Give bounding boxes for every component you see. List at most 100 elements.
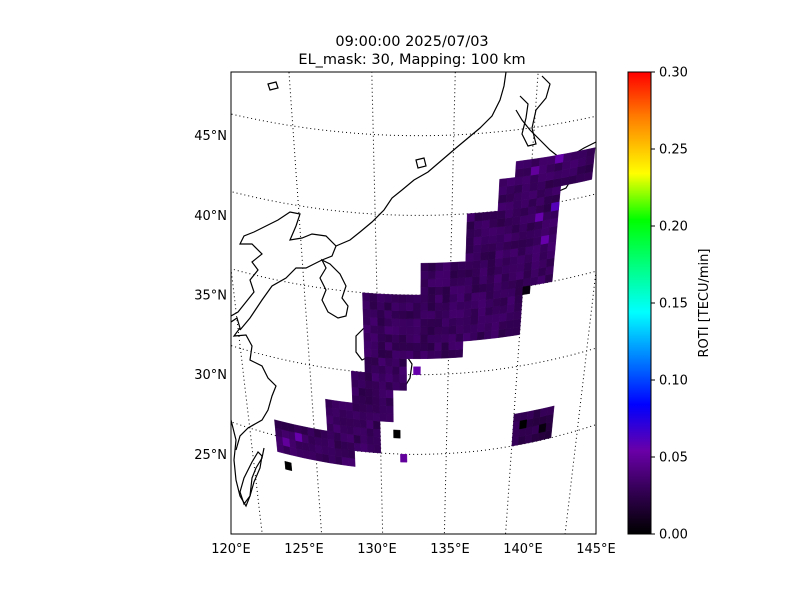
roti-cell [481,219,491,229]
roti-cell [534,212,544,223]
roti-cell [413,310,421,320]
roti-cell [413,318,421,328]
roti-cell [435,286,444,296]
roti-cell [328,446,336,457]
roti-cell [339,408,347,419]
roti-cell [386,413,394,423]
roti-cell [464,276,473,286]
roti-cell [427,334,436,344]
roti-cell [507,295,516,306]
roti-cell [434,310,443,319]
roti-cell [434,334,443,343]
latitude-tick-label: 40°N [194,209,227,224]
roti-cell [371,356,379,366]
colorbar-label: ROTI [TECU/min] [697,249,712,358]
roti-cell [463,308,472,318]
roti-cell [480,243,490,253]
roti-cell [543,195,553,205]
roti-cell [350,370,359,380]
roti-cell [384,293,392,303]
roti-cell [363,348,372,358]
roti-cell [464,292,473,302]
colorbar-ticks: 0.00 0.05 0.10 0.15 0.20 0.25 0.30 [651,66,688,543]
roti-cell [498,186,508,196]
roti-cell [578,149,588,160]
roti-cell [469,331,478,341]
roti-cell [503,232,513,243]
roti-cell [441,317,450,327]
roti-cell [371,348,379,358]
roti-cell [531,157,541,168]
roti-cell [427,286,436,296]
roti-cell [359,419,368,429]
roti-cell [497,202,507,212]
roti-cell [346,417,354,428]
roti-cell [427,294,436,304]
roti-cell [479,275,488,285]
roti-cell [420,310,429,320]
roti-cell [406,318,414,328]
longitude-tick-label: 135°E [430,542,470,557]
roti-cell [515,160,525,170]
roti-cell [385,357,393,367]
roti-cell [362,316,371,326]
roti-cell [512,326,521,336]
roti-cell [377,317,386,327]
roti-cell [456,309,465,319]
roti-cell [502,248,512,259]
roti-cell [413,302,422,312]
roti-cell [334,447,343,458]
colorbar-tick-label: 0.15 [659,297,688,312]
roti-cell [420,294,429,304]
roti-cell [385,397,394,407]
roti-cell [487,250,497,260]
roti-cell [441,325,450,335]
roti-cell [455,348,464,358]
colorbar: 0.00 0.05 0.10 0.15 0.20 0.25 0.30 ROTI [TECU/… [627,66,712,543]
roti-cell [462,332,471,342]
roti-cell [362,292,371,302]
roti-cell [477,323,486,333]
roti-cell [455,325,464,334]
latitude-tick-label: 25°N [194,448,227,463]
roti-cell [413,366,421,375]
roti-cell [351,386,360,396]
longitude-tick-label: 125°E [284,542,324,557]
longitude-tick-label: 120°E [211,542,251,557]
roti-cell [465,260,474,270]
roti-cell [512,428,520,439]
roti-cell [496,233,505,244]
roti-cell [307,427,315,437]
roti-cell [434,350,442,359]
roti-cell [366,435,375,445]
roti-cell [518,238,527,249]
roti-cell [489,210,499,221]
roti-cell [530,173,539,184]
roti-cell [456,293,465,303]
roti-cell [358,379,366,389]
roti-cell [413,350,421,359]
roti-cell [353,426,361,436]
roti-cell [513,412,521,423]
graticule-lines [231,72,596,534]
roti-cell [488,242,497,252]
roti-cell [398,318,407,328]
roti-cell [420,270,429,280]
roti-cell [406,326,414,336]
roti-cell [372,388,380,398]
roti-cell [442,286,451,295]
roti-cell [434,318,443,327]
roti-cell [369,293,378,303]
latitude-tick-label: 45°N [194,129,227,144]
roti-cell [365,396,374,406]
roti-cell [562,152,572,163]
roti-cell [391,294,400,303]
roti-cell [457,277,466,287]
roti-cell [379,405,387,414]
roti-cell [435,262,444,272]
roti-cell [370,316,379,326]
roti-cell [471,299,480,310]
roti-cell [434,342,443,351]
colorbar-tick-label: 0.20 [659,220,688,235]
roti-cell [471,276,481,286]
